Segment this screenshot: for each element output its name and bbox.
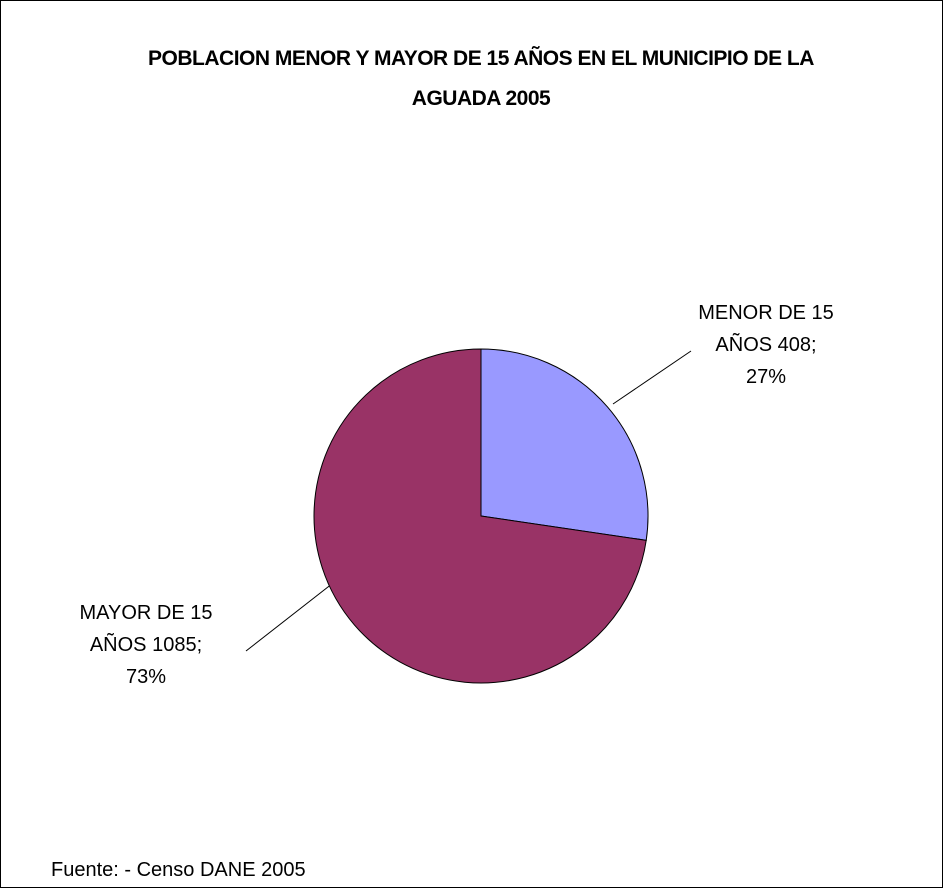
data-label: MAYOR DE 15 AÑOS 1085; 73% xyxy=(76,597,216,693)
pie-slice xyxy=(480,348,649,541)
value-label: 408; xyxy=(777,334,817,356)
category-label: MAYOR DE 15 AÑOS xyxy=(79,602,213,656)
source-note: Fuente: - Censo DANE 2005 xyxy=(51,859,306,881)
value-label: 1085; xyxy=(152,634,203,656)
pie-slice xyxy=(313,348,647,684)
category-label: MENOR DE 15 AÑOS xyxy=(698,302,834,356)
chart-title: POBLACION MENOR Y MAYOR DE 15 AÑOS EN EL… xyxy=(148,47,814,110)
percent-label: 73% xyxy=(125,666,167,688)
leader-line xyxy=(612,350,692,405)
data-label: MENOR DE 15 AÑOS 408; 27% xyxy=(696,297,836,393)
percent-label: 27% xyxy=(745,366,787,388)
